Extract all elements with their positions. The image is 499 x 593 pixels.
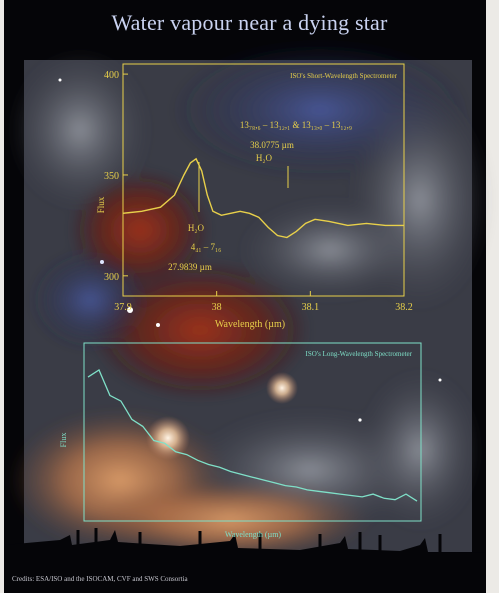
long-y-label: Flux: [59, 433, 68, 448]
short-ann-right-line-1: 13₇₈,₆ – 13₁₂,₁ & 13₁₃,₀ – 13₁₂,₉: [240, 120, 352, 130]
short-plot-frame: [122, 63, 405, 297]
short-y-tick-label: 350: [104, 171, 119, 182]
short-spectrum-line: [122, 157, 404, 239]
short-ann-left-line-1: H₂O: [188, 223, 205, 233]
short-x-tick-label: 38: [212, 302, 222, 313]
poster-title: Water vapour near a dying star: [111, 10, 388, 35]
long-x-label: Wavelength (µm): [225, 530, 282, 539]
short-ann-right-line-2: 38.0775 µm: [250, 140, 294, 150]
long-chart-title: ISO's Long-Wavelength Spectrometer: [306, 350, 413, 358]
short-x-label: Wavelength (µm): [215, 319, 285, 330]
short-y-ticks: 400 350 300: [104, 70, 128, 283]
short-ann-right-line-3: H₂O: [256, 153, 273, 163]
short-ann-left-line-3: 27.9839 µm: [168, 262, 212, 272]
short-y-label: Flux: [96, 196, 106, 213]
short-x-tick-label: 38.1: [302, 302, 320, 313]
credits: Credits: ESA/ISO and the ISOCAM, CVF and…: [12, 575, 188, 583]
short-ann-left-line-2: 4₄₁ – 7₁₆: [191, 242, 222, 252]
short-chart-title: ISO's Short-Wavelength Spectrometer: [290, 72, 398, 80]
long-spectrum-line: [87, 369, 418, 502]
short-x-tick-label: 38.2: [395, 302, 413, 313]
short-x-ticks: 37.9 38 38.1 38.2: [114, 291, 413, 313]
short-annotation-right: 13₇₈,₆ – 13₁₂,₁ & 13₁₃,₀ – 13₁₂,₉ 38.077…: [240, 120, 352, 188]
short-y-tick-label: 400: [104, 70, 119, 81]
short-x-tick-label: 37.9: [114, 302, 132, 313]
short-annotation-left: H₂O 4₄₁ – 7₁₆ 27.9839 µm: [168, 162, 221, 272]
short-y-tick-label: 300: [104, 272, 119, 283]
long-plot-frame: [83, 342, 422, 522]
